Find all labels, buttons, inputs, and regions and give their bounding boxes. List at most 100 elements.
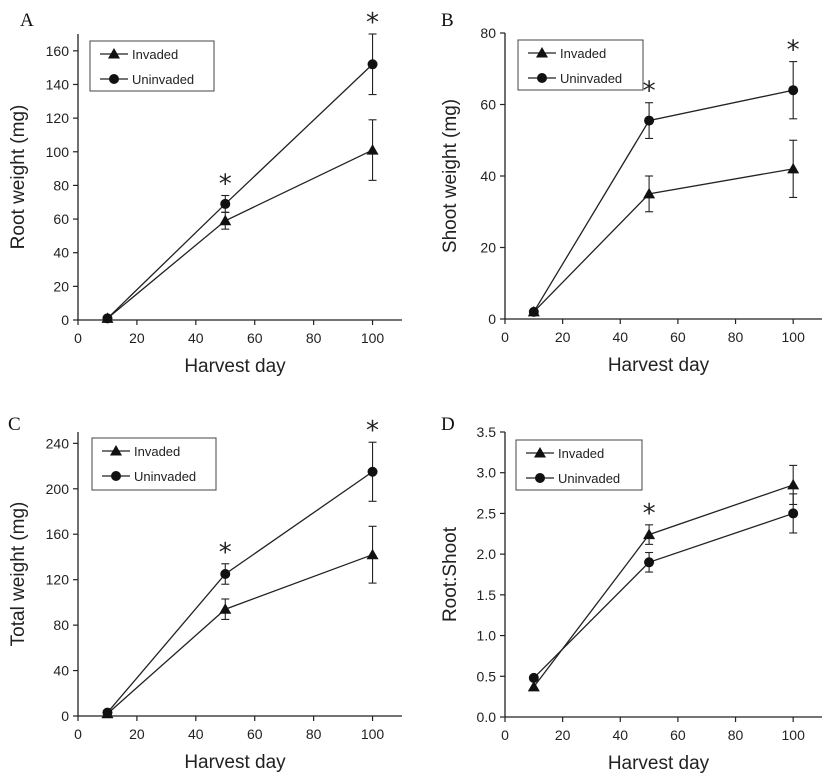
y-tick-label: 80	[53, 177, 69, 193]
legend-triangle-marker	[536, 47, 548, 58]
y-tick-label: 3.5	[477, 424, 497, 440]
y-tick-label: 140	[46, 76, 70, 92]
y-tick-label: 1.5	[477, 587, 497, 603]
x-tick-label: 0	[74, 330, 82, 346]
y-tick-label: 2.5	[477, 505, 497, 521]
x-axis-title: Harvest day	[608, 355, 710, 376]
y-tick-label: 40	[480, 168, 496, 184]
series-line	[107, 554, 373, 715]
y-tick-label: 0.5	[477, 668, 497, 684]
x-tick-label: 60	[247, 330, 263, 346]
panel-letter: D	[441, 414, 455, 435]
data-point-circle	[528, 306, 539, 317]
data-point-circle	[528, 672, 539, 683]
series-line	[106, 471, 373, 714]
legend-triangle-marker	[110, 445, 122, 456]
x-axis-title: Harvest day	[184, 752, 286, 773]
x-tick-label: 80	[728, 727, 744, 743]
legend-circle-marker	[111, 471, 121, 481]
y-axis-title: Shoot weight (mg)	[440, 99, 461, 253]
panel-a: A 0 20 40 60 80 100 0 20 40 60 80 100 120 140 160 Harves…	[8, 8, 402, 377]
legend-label: Invaded	[558, 446, 604, 461]
significance-star: *	[366, 8, 379, 38]
data-point-triangle	[787, 162, 800, 174]
panel-letter: C	[8, 414, 21, 435]
legend-circle-marker	[535, 473, 545, 483]
y-tick-label: 0	[488, 311, 496, 327]
series-invaded	[527, 139, 800, 317]
x-tick-label: 20	[129, 726, 145, 742]
legend-label: Invaded	[134, 444, 180, 459]
data-point-circle	[788, 85, 799, 96]
x-tick-label: 100	[361, 726, 385, 742]
y-tick-label: 40	[53, 245, 69, 261]
series-uninvaded	[102, 33, 378, 324]
y-tick-label: 2.0	[477, 546, 497, 562]
x-tick-label: 20	[555, 329, 571, 345]
legend-label: Uninvaded	[134, 469, 196, 484]
legend-label: Uninvaded	[132, 72, 194, 87]
series-line	[533, 484, 794, 688]
x-tick-label: 20	[555, 727, 571, 743]
legend-label: Uninvaded	[558, 471, 620, 486]
series-uninvaded	[102, 441, 378, 718]
x-tick-label: 60	[247, 726, 263, 742]
data-point-triangle	[219, 214, 232, 226]
panel-c: C 0 20 40 60 80 100 0 40 80 120 160 200 240 Harvest da…	[8, 414, 402, 773]
x-axis-title: Harvest day	[608, 753, 710, 774]
data-point-circle	[644, 115, 655, 126]
significance-star: *	[219, 538, 232, 568]
legend: Invaded Uninvaded	[91, 437, 217, 491]
significance-star: *	[366, 416, 379, 446]
legend-circle-marker	[537, 73, 547, 83]
panel-b: B 0 20 40 60 80 100 0 20 40 60 80 Harvest day Shoot w…	[440, 10, 822, 376]
significance-star: *	[787, 36, 800, 66]
legend: Invaded Uninvaded	[515, 439, 643, 491]
x-tick-label: 0	[501, 727, 509, 743]
y-tick-label: 120	[46, 110, 70, 126]
data-point-triangle	[366, 548, 379, 560]
panel-d: D 0 20 40 60 80 100 0.0 0.5 1.0 1.5 2.0 2.5 3.0 3.5 Har…	[440, 414, 822, 774]
x-tick-label: 100	[782, 329, 806, 345]
y-tick-label: 100	[46, 144, 70, 160]
y-tick-label: 80	[53, 617, 69, 633]
y-tick-label: 60	[53, 211, 69, 227]
legend-label: Invaded	[560, 46, 606, 61]
x-tick-label: 40	[188, 330, 204, 346]
data-point-circle	[788, 508, 799, 519]
series-line	[533, 89, 794, 313]
x-tick-label: 0	[501, 329, 509, 345]
x-tick-label: 40	[612, 727, 628, 743]
y-tick-label: 20	[53, 278, 69, 294]
y-tick-label: 0	[61, 312, 69, 328]
x-axis-title: Harvest day	[184, 356, 286, 377]
x-tick-label: 80	[306, 726, 322, 742]
panel-letter: A	[20, 10, 34, 31]
y-tick-label: 80	[480, 25, 496, 41]
x-tick-label: 40	[188, 726, 204, 742]
series-line	[107, 63, 373, 319]
series-invaded	[101, 119, 379, 323]
data-point-circle	[220, 198, 231, 209]
x-tick-label: 100	[782, 727, 806, 743]
series-line	[107, 149, 373, 319]
x-tick-label: 20	[129, 330, 145, 346]
data-point-triangle	[643, 187, 656, 199]
y-tick-label: 20	[480, 240, 496, 256]
y-tick-label: 160	[46, 526, 70, 542]
x-tick-label: 40	[612, 329, 628, 345]
data-point-circle	[102, 707, 113, 718]
series-invaded	[101, 525, 379, 719]
series-line	[533, 168, 794, 313]
x-tick-label: 0	[74, 726, 82, 742]
y-axis-title: Root weight (mg)	[8, 105, 29, 250]
data-point-triangle	[643, 528, 656, 540]
y-axis-title: Total weight (mg)	[8, 502, 29, 647]
significance-star: *	[219, 170, 232, 200]
y-tick-label: 1.0	[477, 628, 497, 644]
y-tick-label: 0	[61, 708, 69, 724]
y-tick-label: 60	[480, 97, 496, 113]
y-tick-label: 3.0	[477, 465, 497, 481]
data-point-circle	[367, 466, 378, 477]
